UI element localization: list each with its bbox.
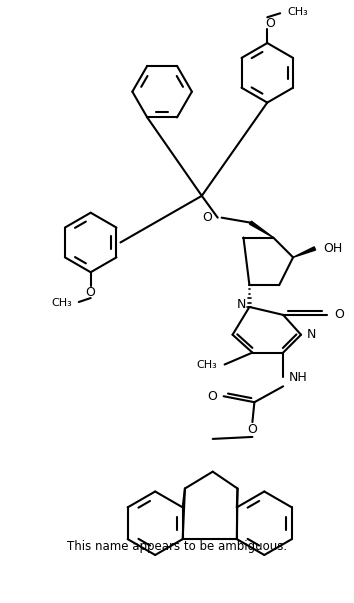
Text: O: O bbox=[202, 211, 212, 224]
Text: CH₃: CH₃ bbox=[196, 359, 217, 370]
Polygon shape bbox=[293, 247, 315, 257]
Text: OH: OH bbox=[323, 242, 342, 255]
Text: O: O bbox=[334, 308, 344, 321]
Polygon shape bbox=[250, 221, 273, 238]
Text: N: N bbox=[307, 328, 316, 341]
Text: N: N bbox=[237, 298, 246, 312]
Text: O: O bbox=[207, 390, 217, 403]
Text: CH₃: CH₃ bbox=[51, 298, 72, 308]
Text: This name appears to be ambiguous.: This name appears to be ambiguous. bbox=[67, 540, 287, 552]
Text: CH₃: CH₃ bbox=[287, 7, 308, 17]
Text: O: O bbox=[266, 17, 275, 30]
Text: O: O bbox=[247, 423, 257, 437]
Text: NH: NH bbox=[289, 371, 308, 384]
Text: O: O bbox=[86, 286, 96, 298]
